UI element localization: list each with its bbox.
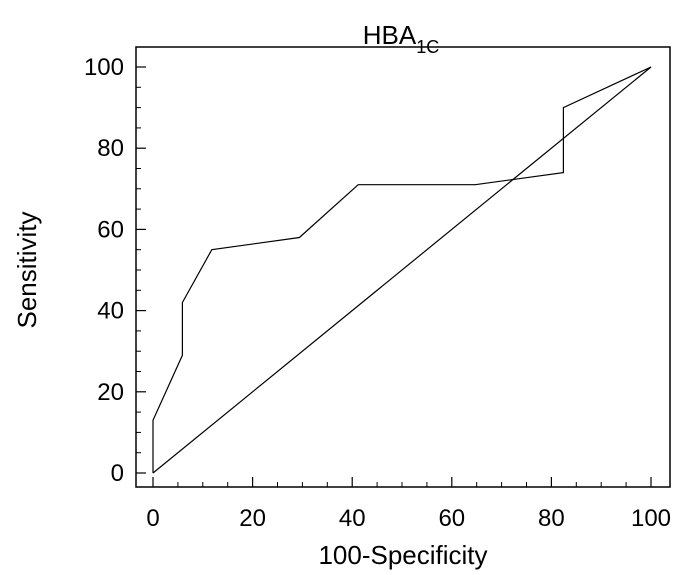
x-axis-title: 100-Specificity (318, 540, 487, 570)
x-tick-label: 20 (239, 505, 266, 532)
x-tick-label: 80 (538, 505, 565, 532)
plot-frame (135, 46, 671, 488)
reference-diagonal-line (152, 66, 652, 474)
chart-title-main: HBA (363, 20, 417, 50)
x-axis: 0 20 40 60 80 100 (146, 477, 671, 532)
x-tick-label: 60 (438, 505, 465, 532)
y-tick-label: 100 (84, 54, 124, 81)
y-axis-title: Sensitivity (12, 211, 42, 328)
x-tick-label: 0 (146, 505, 159, 532)
y-tick-label: 40 (97, 298, 124, 325)
chart-title: HBA1C (363, 20, 439, 57)
y-tick-label: 20 (97, 379, 124, 406)
y-tick-label: 60 (97, 216, 124, 243)
x-tick-label: 100 (631, 505, 671, 532)
roc-curve-line (152, 66, 652, 473)
y-tick-label: 0 (111, 460, 124, 487)
x-tick-label: 40 (339, 505, 366, 532)
y-axis: 0 20 40 60 80 100 (84, 54, 146, 487)
series-layer (152, 66, 652, 474)
y-tick-label: 80 (97, 135, 124, 162)
